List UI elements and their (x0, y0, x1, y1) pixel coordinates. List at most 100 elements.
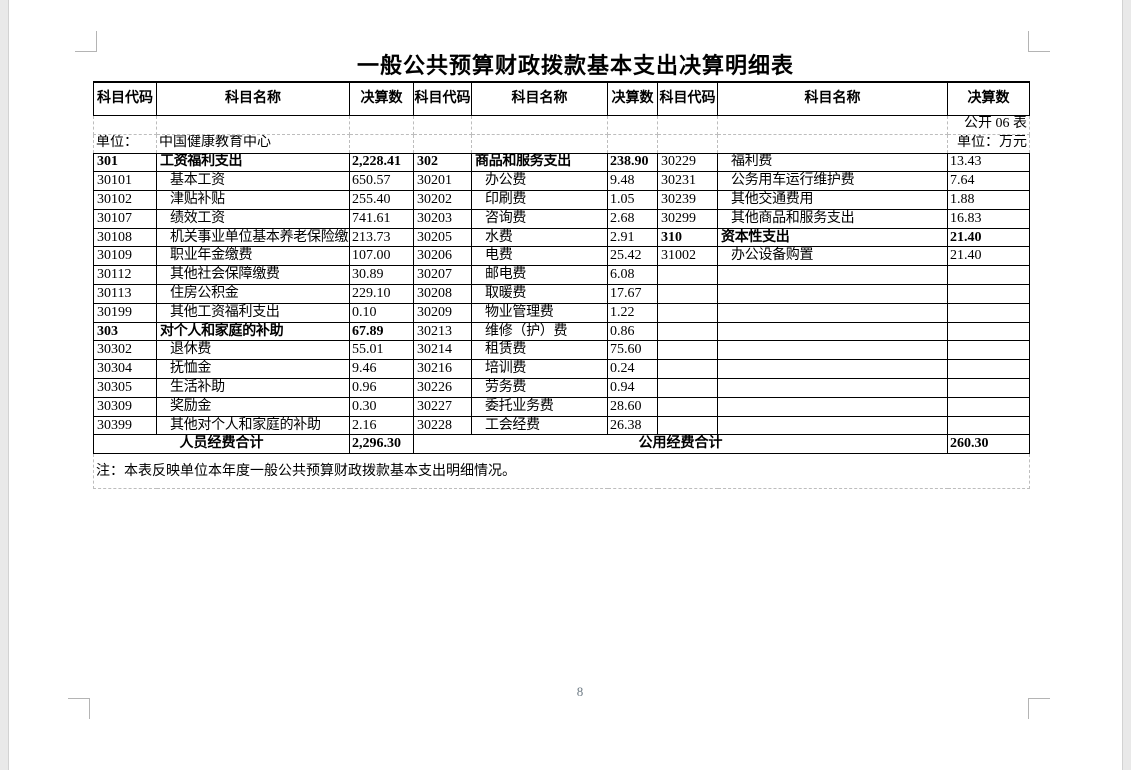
subject-name-cell: 印刷费 (471, 190, 608, 210)
subject-code-cell (657, 321, 718, 342)
budget-detail-table: 公开 06 表 单位： 中国健康教育中心 单位：万元 科目代码 科目名称 决算数 科目… (93, 81, 1030, 490)
amount-cell: 1.88 (947, 190, 1030, 210)
subject-name-cell: 奖励金 (156, 396, 350, 417)
subject-name-cell: 其他对个人和家庭的补助 (156, 415, 350, 436)
subject-code-cell (657, 396, 718, 417)
subject-code-cell: 30208 (413, 284, 472, 304)
amount-cell: 9.46 (349, 359, 414, 380)
note-row: 注：本表反映单位本年度一般公共预算财政拨款基本支出明细情况。 (93, 453, 1030, 490)
subject-name-cell: 水费 (471, 227, 608, 248)
amount-cell: 2.68 (607, 208, 658, 229)
amount-cell: 2.91 (607, 227, 658, 248)
empty-cell (717, 114, 948, 135)
subject-name-cell: 住房公积金 (156, 284, 350, 304)
table-row: 30107 绩效工资 741.61 30203 咨询费 2.68 30299 其他商品和服务支… (93, 208, 1030, 229)
amount-cell: 213.73 (349, 227, 414, 248)
amount-cell (947, 265, 1030, 286)
amount-cell: 238.90 (607, 152, 658, 173)
amount-cell: 255.40 (349, 190, 414, 210)
subject-name-cell: 电费 (471, 246, 608, 267)
unit-label: 单位： (93, 133, 157, 154)
subject-name-cell: 工会经费 (471, 415, 608, 436)
subject-code-cell: 302 (413, 152, 472, 173)
subject-code-cell: 31002 (657, 246, 718, 267)
subject-name-cell: 基本工资 (156, 171, 350, 192)
table-row: 30309 奖励金 0.30 30227 委托业务费 28.60 (93, 396, 1030, 417)
subject-code-cell: 30399 (93, 415, 157, 436)
column-header: 科目名称 (717, 81, 948, 116)
subject-code-cell: 30213 (413, 321, 472, 342)
empty-cell (657, 114, 718, 135)
column-header: 科目代码 (93, 81, 157, 116)
subject-code-cell (657, 415, 718, 436)
page-title: 一般公共预算财政拨款基本支出决算明细表 (356, 53, 794, 78)
subject-name-cell: 邮电费 (471, 265, 608, 286)
subject-name-cell: 办公费 (471, 171, 608, 192)
subject-code-cell: 30209 (413, 302, 472, 323)
column-header: 科目代码 (657, 81, 718, 116)
table-row: 30199 其他工资福利支出 0.10 30209 物业管理费 1.22 (93, 302, 1030, 323)
subject-code-cell: 30205 (413, 227, 472, 248)
table-note: 注：本表反映单位本年度一般公共预算财政拨款基本支出明细情况。 (93, 453, 1030, 490)
totals-row: 人员经费合计 2,296.30 公用经费合计 260.30 (93, 434, 1030, 455)
subject-code-cell: 30113 (93, 284, 157, 304)
empty-cell (349, 114, 414, 135)
subject-code-cell: 30109 (93, 246, 157, 267)
subject-name-cell (717, 302, 948, 323)
subject-code-cell: 310 (657, 227, 718, 248)
empty-cell (607, 114, 658, 135)
subject-name-cell: 生活补助 (156, 378, 350, 398)
subject-code-cell (657, 340, 718, 361)
subject-code-cell: 30229 (657, 152, 718, 173)
subject-name-cell: 绩效工资 (156, 208, 350, 229)
canvas-gutter-left (0, 0, 9, 770)
page-number: 8 (576, 684, 584, 699)
subject-code-cell: 30108 (93, 227, 157, 248)
amount-cell: 6.08 (607, 265, 658, 286)
subject-code-cell: 30206 (413, 246, 472, 267)
table-row: 30101 基本工资 650.57 30201 办公费 9.48 30231 公务用车运行维护… (93, 171, 1030, 192)
subject-code-cell: 30201 (413, 171, 472, 192)
empty-cell (471, 133, 608, 154)
column-header: 决算数 (607, 81, 658, 116)
subject-code-cell: 30228 (413, 415, 472, 436)
subject-name-cell: 培训费 (471, 359, 608, 380)
unit-measure-label: 单位：万元 (947, 133, 1030, 154)
subject-name-cell (717, 340, 948, 361)
subject-code-cell: 30214 (413, 340, 472, 361)
subject-code-cell: 30304 (93, 359, 157, 380)
amount-cell: 2,228.41 (349, 152, 414, 173)
table-row: 30108 机关事业单位基本养老保险缴费 213.73 30205 水费 2.91 310 资… (93, 227, 1030, 248)
empty-cell (717, 133, 948, 154)
personnel-total-label: 人员经费合计 (93, 434, 350, 455)
amount-cell: 229.10 (349, 284, 414, 304)
table-row: 30112 其他社会保障缴费 30.89 30207 邮电费 6.08 (93, 265, 1030, 286)
column-header: 科目名称 (471, 81, 608, 116)
table-row: 30305 生活补助 0.96 30226 劳务费 0.94 (93, 378, 1030, 398)
amount-cell (947, 378, 1030, 398)
amount-cell (947, 415, 1030, 436)
amount-cell (947, 359, 1030, 380)
subject-code-cell: 301 (93, 152, 157, 173)
table-row: 303 对个人和家庭的补助 67.89 30213 维修（护）费 0.86 (93, 321, 1030, 342)
amount-cell: 0.86 (607, 321, 658, 342)
amount-cell: 28.60 (607, 396, 658, 417)
amount-cell: 55.01 (349, 340, 414, 361)
subject-code-cell: 30226 (413, 378, 472, 398)
amount-cell (947, 340, 1030, 361)
subject-code-cell: 30112 (93, 265, 157, 286)
empty-cell (349, 133, 414, 154)
subject-name-cell: 咨询费 (471, 208, 608, 229)
subject-code-cell: 30107 (93, 208, 157, 229)
subject-code-cell (657, 359, 718, 380)
subject-name-cell: 津贴补贴 (156, 190, 350, 210)
subject-code-cell: 30239 (657, 190, 718, 210)
subject-name-cell: 抚恤金 (156, 359, 350, 380)
amount-cell (947, 396, 1030, 417)
subject-code-cell: 30309 (93, 396, 157, 417)
amount-cell: 107.00 (349, 246, 414, 267)
form-number-row: 公开 06 表 (93, 114, 1030, 135)
subject-name-cell (717, 284, 948, 304)
amount-cell: 0.96 (349, 378, 414, 398)
table-row: 30304 抚恤金 9.46 30216 培训费 0.24 (93, 359, 1030, 380)
